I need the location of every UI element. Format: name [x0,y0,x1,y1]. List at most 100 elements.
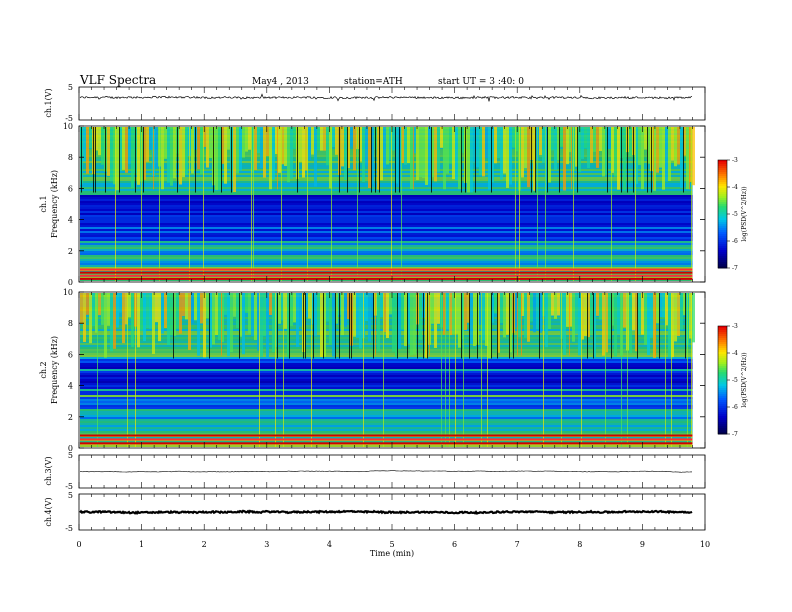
colorbar-cell [718,410,727,413]
colorbar-cell [718,206,727,209]
colorbar-cell [718,362,727,365]
colorbar-cell [718,196,727,199]
spectrogram-patch [458,293,461,348]
spectrogram-patch [419,127,422,178]
spectrogram-patch [137,293,140,348]
colorbar-cell [718,420,727,423]
spectrogram-patch [332,293,335,357]
spectrogram-streak [221,293,222,356]
colorbar-cell [718,170,727,173]
spectrogram-patch [473,127,476,163]
colorbar-cell [718,370,727,373]
spectrogram-streak [491,127,492,193]
ch1-trace [79,93,693,102]
spectrogram-streak [689,127,690,190]
spectrogram-patch [428,127,431,185]
spectrogram-band [80,237,693,239]
spectrogram-band [80,217,693,219]
colorbar-cell [718,250,727,253]
colorbar-tick-label: -4 [732,350,738,357]
spectrogram-patch [434,127,437,182]
colorbar-cell [718,192,727,195]
spectrogram-streak [621,293,622,447]
spectrogram-patch [611,293,614,326]
spectrogram-streak [401,127,402,281]
colorbar-cell [718,218,727,221]
spectrogram-patch [623,127,626,191]
spectrogram-patch [677,293,680,337]
spectrogram-patch [377,127,380,190]
spectrogram-patch [572,293,575,342]
spectrogram-streak [281,127,282,281]
spectrogram-patch [191,127,194,174]
time-tick-label: 2 [202,540,207,549]
spectrogram-band [80,279,693,281]
colorbar-cell [718,166,727,169]
spectrogram-patch [509,293,512,353]
spectrogram-patch [155,293,158,323]
spectrogram-band [80,203,693,205]
time-tick-label: 4 [327,540,332,549]
spectrogram-patch [689,127,692,183]
spectrogram-patch [464,293,467,331]
colorbar-cell [718,328,727,331]
spectrogram-streak [253,127,254,281]
spectrogram-patch [308,293,311,319]
spectrogram-patch [164,293,167,329]
colorbar-cell [718,240,727,243]
spectrogram-streak [311,293,312,447]
spectrogram-patch [590,293,593,335]
spectrogram-patch [500,127,503,180]
spectrogram-patch [122,127,125,170]
spectrogram-band [80,213,693,215]
spectrogram-patch [395,127,398,184]
spectrogram-band [80,395,693,397]
ch2-ylabel-channel: ch.2 [39,361,48,378]
ch1-ylabel: ch.1(V) [44,88,53,117]
spectrogram-patch [662,293,665,318]
spectrogram-patch [539,127,542,155]
spectrogram-patch [380,293,383,318]
spectrogram-patch [368,127,371,189]
spectrogram-patch [587,293,590,338]
colorbar-cell [718,228,727,231]
spectrogram-patch [143,127,146,180]
time-tick-label: 3 [264,540,269,549]
spectrogram-patch [638,293,641,335]
spectrogram-patch [389,127,392,161]
spectrogram-band [80,387,693,389]
spectrogram-streak [127,293,128,447]
spectrogram-streak [543,293,544,447]
spectrogram-patch [86,293,89,315]
spectrogram-patch [344,293,347,327]
spectrogram-streak [303,293,304,359]
spectrogram-streak [635,127,636,281]
colorbar-cell [718,350,727,353]
spectrogram-band [80,195,693,197]
spectrogram-streak [159,127,160,281]
colorbar-cell [718,372,727,375]
spectrogram-patch [473,293,476,347]
spectrogram-patch [83,293,86,343]
freq-tick-label: 10 [63,122,73,131]
spectrogram-band [80,219,693,221]
spectrogram-band [80,255,693,257]
figure-title: VLF Spectra [79,73,156,87]
colorbar-cell [718,338,727,341]
spectrogram-patch [278,293,281,324]
spectrogram-patch [413,127,416,154]
spectrogram-band [80,229,693,231]
spectrogram-patch [581,293,584,340]
spectrogram-band [80,429,693,431]
ch2-freq-ticks: 0 2 4 6 8 10 [63,288,705,453]
spectrogram-band [80,343,693,345]
spectrogram-streak [417,293,418,359]
spectrogram-band [80,171,693,173]
start-time-label: start UT = 3 :40: 0 [438,77,524,87]
spectrogram-patch [188,293,191,350]
spectrogram-patch [530,293,533,322]
spectrogram-patch [359,293,362,349]
spectrogram-band [80,409,693,411]
ch1-freq-ticks: 0 2 4 6 8 10 [63,122,705,287]
colorbar-cell [718,226,727,229]
